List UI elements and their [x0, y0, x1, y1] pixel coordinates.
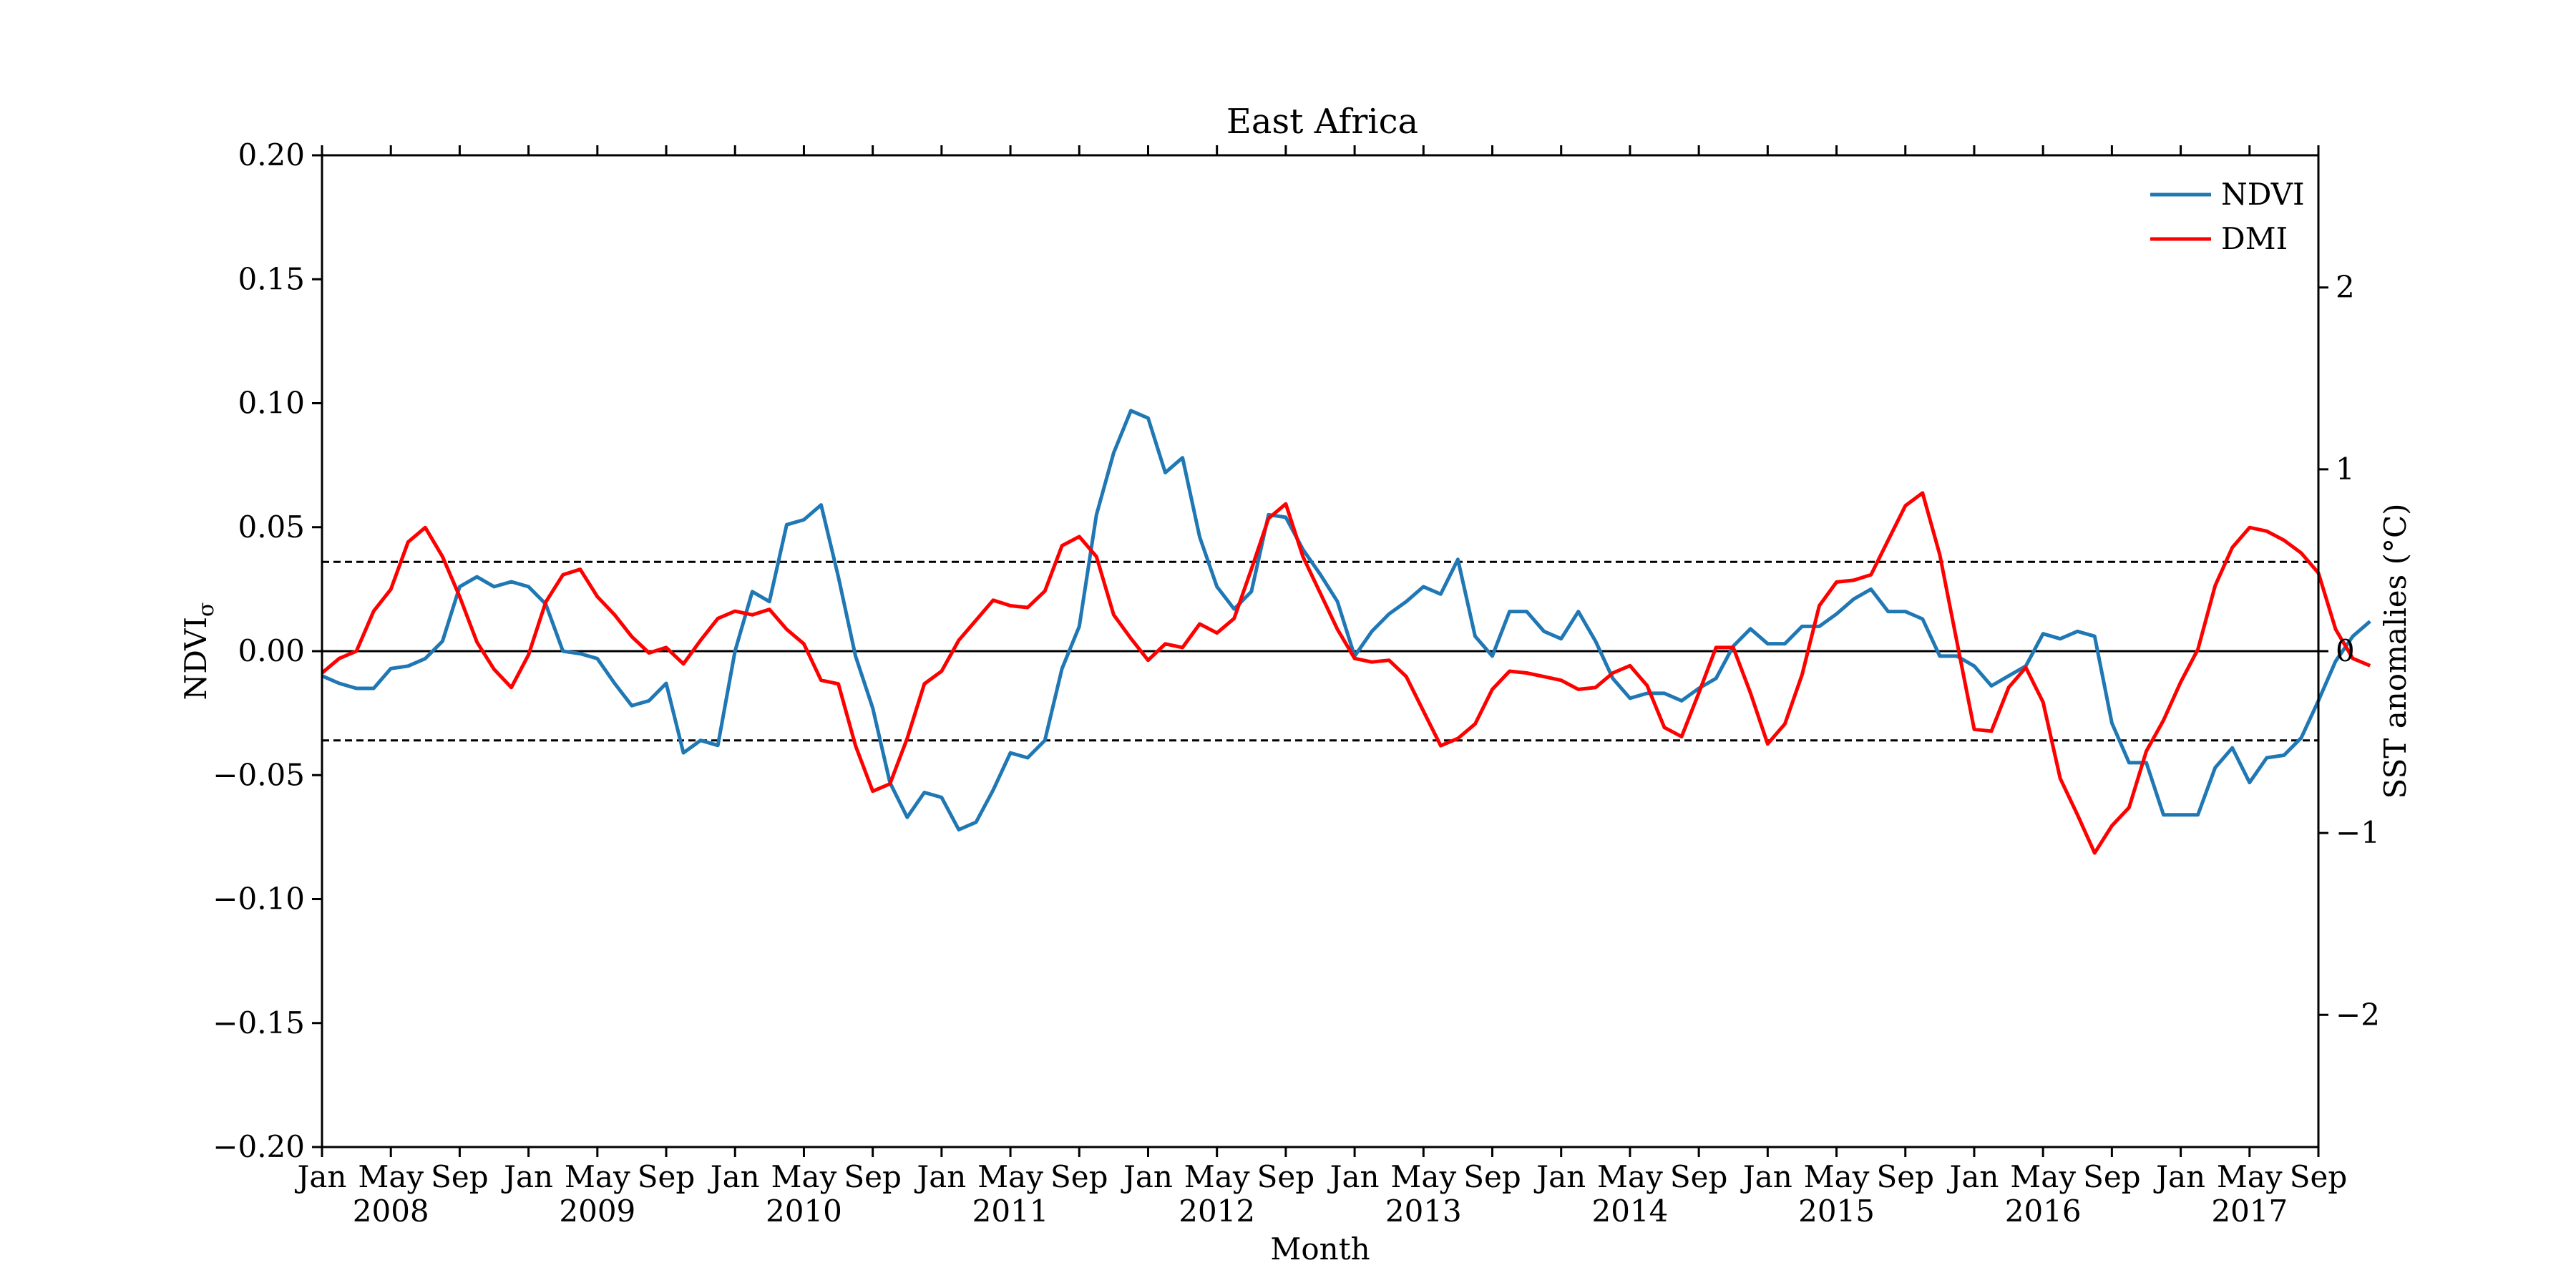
x-tick-label-month: Jan	[2153, 1159, 2205, 1194]
y-axis-label-left-main: NDVI	[178, 617, 213, 701]
x-tick-label-month: Jan	[914, 1159, 966, 1194]
x-tick-label-year: 2009	[559, 1194, 635, 1229]
left-y-axis: −0.20 −0.15 −0.10 −0.05 0.00 0.05 0.10 0.15 0.20	[213, 137, 322, 1164]
x-tick-label-year: 2008	[353, 1194, 429, 1229]
y-tick-label-left: −0.15	[213, 1005, 305, 1040]
series-line-ndvi	[321, 409, 2371, 831]
y-tick-label-left: 0.20	[238, 137, 305, 172]
x-tick-label-month: Jan	[1740, 1159, 1792, 1194]
x-tick-label-month: Sep	[1257, 1159, 1315, 1194]
x-tick-label-month: Sep	[2290, 1159, 2348, 1194]
x-tick-label-month: Sep	[1050, 1159, 1108, 1194]
legend: NDVI DMI	[2150, 177, 2305, 256]
x-tick-label-month: Sep	[638, 1159, 696, 1194]
x-tick-label-year: 2011	[972, 1194, 1049, 1229]
legend-label-dmi: DMI	[2221, 221, 2288, 256]
x-tick-label-month: Jan	[501, 1159, 553, 1194]
x-tick-label-month: May	[1804, 1159, 1870, 1194]
y-tick-label-right: 1	[2336, 452, 2355, 487]
series-line-dmi	[321, 491, 2371, 855]
y-tick-label-left: −0.20	[213, 1129, 305, 1164]
series-layer	[321, 409, 2371, 855]
x-tick-label-month: May	[2217, 1159, 2283, 1194]
y-tick-label-left: 0.10	[238, 386, 305, 421]
x-tick-label-month: May	[358, 1159, 424, 1194]
y-tick-label-left: 0.00	[238, 633, 305, 668]
x-tick-label-month: Sep	[844, 1159, 902, 1194]
x-tick-label-year: 2016	[2005, 1194, 2082, 1229]
x-tick-label-month: Jan	[1946, 1159, 1999, 1194]
x-tick-label-year: 2014	[1591, 1194, 1668, 1229]
y-axis-label-left: NDVIσ	[178, 602, 219, 700]
x-tick-label-year: 2017	[2211, 1194, 2288, 1229]
y-tick-label-right: 2	[2336, 270, 2355, 305]
x-tick-label-month: Jan	[1533, 1159, 1586, 1194]
y-tick-label-left: −0.05	[213, 757, 305, 792]
y-tick-label-right: −2	[2336, 997, 2380, 1032]
x-tick-label-month: Jan	[708, 1159, 760, 1194]
x-tick-label-year: 2012	[1179, 1194, 1255, 1229]
y-tick-label-right: 0	[2336, 633, 2355, 668]
x-tick-label-month: Jan	[1327, 1159, 1380, 1194]
chart-title: East Africa	[1226, 102, 1418, 142]
x-tick-label-month: Sep	[1670, 1159, 1728, 1194]
x-tick-label-month: May	[977, 1159, 1043, 1194]
y-tick-label-left: 0.05	[238, 509, 305, 545]
x-tick-label-year: 2010	[766, 1194, 842, 1229]
legend-label-ndvi: NDVI	[2221, 177, 2305, 212]
y-tick-label-right: −1	[2336, 815, 2380, 850]
x-tick-label-year: 2015	[1798, 1194, 1875, 1229]
x-tick-label-month: May	[771, 1159, 837, 1194]
x-tick-label-month: May	[1597, 1159, 1663, 1194]
y-tick-label-left: −0.10	[213, 882, 305, 917]
right-y-axis: −2 −1 0 1 2	[2318, 270, 2380, 1032]
top-x-axis-ticks	[321, 145, 2320, 155]
x-tick-label-month: Jan	[295, 1159, 347, 1194]
x-tick-label-month: May	[1390, 1159, 1456, 1194]
x-tick-label-month: Jan	[1121, 1159, 1173, 1194]
x-tick-label-month: May	[565, 1159, 630, 1194]
x-tick-label-year: 2013	[1385, 1194, 1462, 1229]
x-axis-label: Month	[1270, 1231, 1370, 1267]
x-tick-label-month: May	[1184, 1159, 1250, 1194]
x-tick-label-month: Sep	[431, 1159, 489, 1194]
x-tick-label-month: Sep	[1463, 1159, 1521, 1194]
x-tick-label-month: Sep	[2083, 1159, 2141, 1194]
y-tick-label-left: 0.15	[238, 261, 305, 296]
x-tick-label-month: Sep	[1877, 1159, 1935, 1194]
y-axis-label-left-subscript: σ	[194, 602, 219, 616]
x-tick-label-month: May	[2010, 1159, 2076, 1194]
y-axis-label-right: SST anomalies (°C)	[2378, 504, 2413, 799]
